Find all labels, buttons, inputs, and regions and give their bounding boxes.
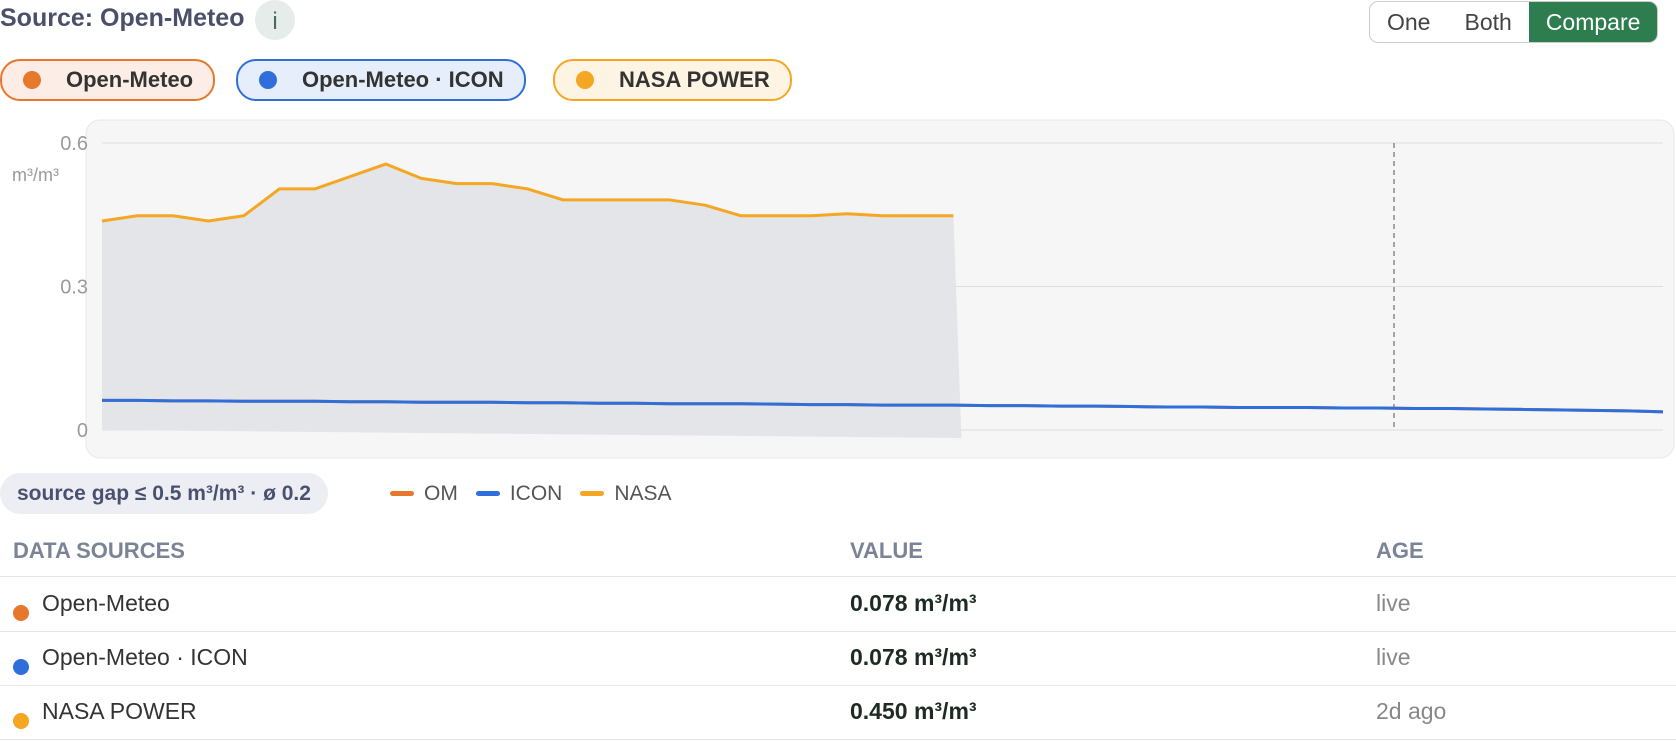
series-chip[interactable]: Open-Meteo · ICON xyxy=(236,59,526,101)
mini-label: ICON xyxy=(509,481,563,505)
y-tick-label: 0 xyxy=(77,420,88,442)
mini-label: NASA xyxy=(614,481,672,505)
mode-toggle: One Both Compare xyxy=(1369,1,1659,43)
source-age: 2d ago xyxy=(1376,698,1447,724)
row-dot xyxy=(13,659,29,675)
mini-legend-item: ICON xyxy=(475,481,563,506)
y-tick-label: 0.6 xyxy=(60,133,88,155)
source-value: 0.450 m³/m³ xyxy=(850,698,977,724)
mode-button[interactable]: One xyxy=(1387,9,1431,35)
source-name: NASA POWER xyxy=(42,698,197,724)
mini-legend-item: NASA xyxy=(580,481,672,506)
y-unit: m³/m³ xyxy=(12,165,59,185)
row-dot xyxy=(13,713,29,729)
mode-button[interactable]: Compare xyxy=(1528,2,1658,42)
row-divider xyxy=(0,739,1676,740)
row-divider xyxy=(0,631,1676,632)
y-tick-label: 0.3 xyxy=(60,277,88,299)
chart: 0 0.3 0.6m³/m³ xyxy=(12,119,1675,459)
source-label: Source: Open-Meteo xyxy=(0,4,245,32)
mini-swatch xyxy=(390,491,414,496)
column-header: AGE xyxy=(1376,538,1424,563)
chip-dot xyxy=(259,71,277,89)
column-header: VALUE xyxy=(850,538,923,563)
series-line xyxy=(102,398,1664,414)
row-divider xyxy=(0,685,1676,686)
chip-dot xyxy=(576,71,594,89)
row-divider xyxy=(0,576,1676,577)
source-age: live xyxy=(1376,590,1411,616)
source-name: Open-Meteo xyxy=(42,590,170,616)
info-button[interactable]: i xyxy=(255,0,295,40)
chip-dot xyxy=(23,71,41,89)
mini-legend: OM ICON NASA xyxy=(390,473,690,514)
source-value: 0.078 m³/m³ xyxy=(850,644,977,670)
mini-swatch xyxy=(580,491,605,496)
row-dot xyxy=(13,605,29,621)
chip-label: NASA POWER xyxy=(619,67,770,92)
column-header: DATA SOURCES xyxy=(13,538,185,563)
mini-swatch xyxy=(475,491,500,496)
mini-legend-item: OM xyxy=(390,482,458,506)
series-line xyxy=(101,162,954,223)
gap-badge: source gap ≤ 0.5 m³/m³ · ø 0.2 xyxy=(0,473,328,514)
chip-label: Open-Meteo xyxy=(66,67,194,92)
chip-label: Open-Meteo · ICON xyxy=(302,67,504,92)
source-age: live xyxy=(1376,644,1411,670)
mini-label: OM xyxy=(424,481,458,505)
source-name: Open-Meteo · ICON xyxy=(42,644,248,670)
series-chip[interactable]: NASA POWER xyxy=(553,59,792,101)
series-chip[interactable]: Open-Meteo xyxy=(0,59,216,101)
area xyxy=(102,164,962,438)
source-value: 0.078 m³/m³ xyxy=(850,590,977,616)
mode-button[interactable]: Both xyxy=(1464,9,1512,35)
